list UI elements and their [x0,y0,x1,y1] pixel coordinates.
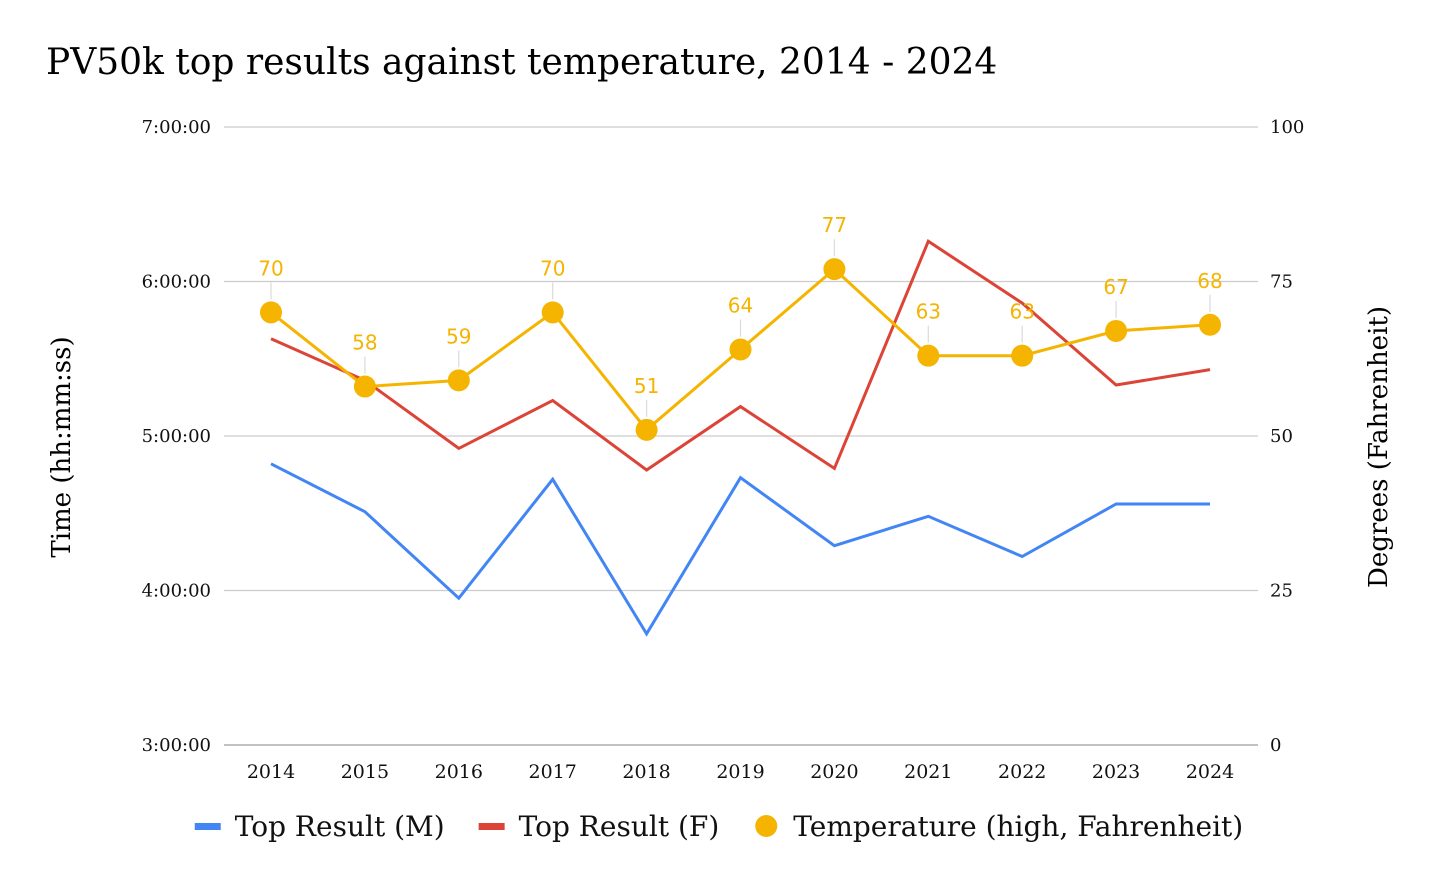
right-axis-title: Degrees (Fahrenheit) [1364,306,1394,588]
data-point [1105,319,1128,342]
left-axis-title: Time (hh:mm:ss) [47,336,77,557]
chart-title: PV50k top results against temperature, 2… [46,42,998,83]
data-label: 58 [352,331,377,355]
right-tick-label: 25 [1270,581,1293,602]
data-point [823,258,846,281]
data-point [260,301,282,324]
data-point [1011,344,1034,367]
right-tick-label: 0 [1270,735,1281,756]
gridlines [224,126,1258,746]
data-label: 67 [1103,275,1128,299]
series-top-result-m [270,462,1210,637]
legend-item-top-result-m[interactable]: Top Result (M) [194,810,445,843]
x-tick-label: 2024 [1186,761,1234,783]
x-tick-label: 2021 [904,761,952,783]
data-point [917,344,940,367]
right-tick-label: 100 [1270,117,1304,138]
data-label: 63 [916,300,941,324]
left-tick-label: 4:00:00 [142,581,211,602]
series-line-top-result-f [270,239,1211,472]
x-tick-label: 2015 [341,761,389,783]
legend-marker [194,823,221,830]
legend-item-temperature-high-fahrenheit[interactable]: Temperature (high, Fahrenheit) [755,810,1243,843]
data-label: 51 [634,374,659,398]
legend-item-top-result-f[interactable]: Top Result (F) [478,810,720,843]
x-tick-label: 2020 [810,761,858,783]
right-axis-ticks: 0 25 50 75 100 [1270,117,1304,756]
x-tick-label: 2014 [247,761,295,783]
data-point [635,418,658,441]
data-label: 64 [728,293,753,317]
x-axis-ticks: 2014 2015 2016 2017 2018 2019 2020 2021 2022 2023… [247,761,1234,783]
series-temperature-high-fahrenheit: 70 58 59 70 51 64 77 63 63 67 68 [258,213,1223,441]
x-tick-label: 2023 [1092,761,1140,783]
left-tick-label: 6:00:00 [142,272,211,293]
legend-label: Top Result (M) [235,810,445,843]
series-line-top-result-m [270,462,1210,637]
data-point [447,369,470,392]
series-layer: 70 58 59 70 51 64 77 63 63 67 68 [258,213,1223,637]
data-label: 68 [1197,269,1222,293]
left-tick-label: 5:00:00 [142,426,211,447]
data-point [541,301,564,324]
legend-marker [478,823,505,830]
data-label: 70 [540,256,565,280]
series-top-result-f [270,239,1211,472]
data-label: 63 [1009,300,1034,324]
x-tick-label: 2017 [529,761,577,783]
legend-label: Temperature (high, Fahrenheit) [793,810,1243,843]
x-tick-label: 2016 [435,761,483,783]
x-tick-label: 2022 [998,761,1046,783]
left-axis-ticks: 3:00:00 4:00:00 5:00:00 6:00:00 7:00:00 [142,117,211,756]
right-tick-label: 75 [1270,272,1293,293]
right-tick-label: 50 [1270,426,1293,447]
legend-marker [755,815,778,837]
left-tick-label: 3:00:00 [142,735,211,756]
data-label: 59 [446,324,471,348]
data-point [729,338,752,361]
x-tick-label: 2018 [622,761,670,783]
data-label: 77 [822,213,847,237]
left-tick-label: 7:00:00 [142,117,211,138]
data-label: 70 [258,256,283,280]
legend: Top Result (M) Top Result (F) Temperature … [194,810,1243,843]
data-point [1199,313,1221,336]
x-tick-label: 2019 [716,761,764,783]
data-point [353,375,376,398]
legend-label: Top Result (F) [519,810,720,843]
